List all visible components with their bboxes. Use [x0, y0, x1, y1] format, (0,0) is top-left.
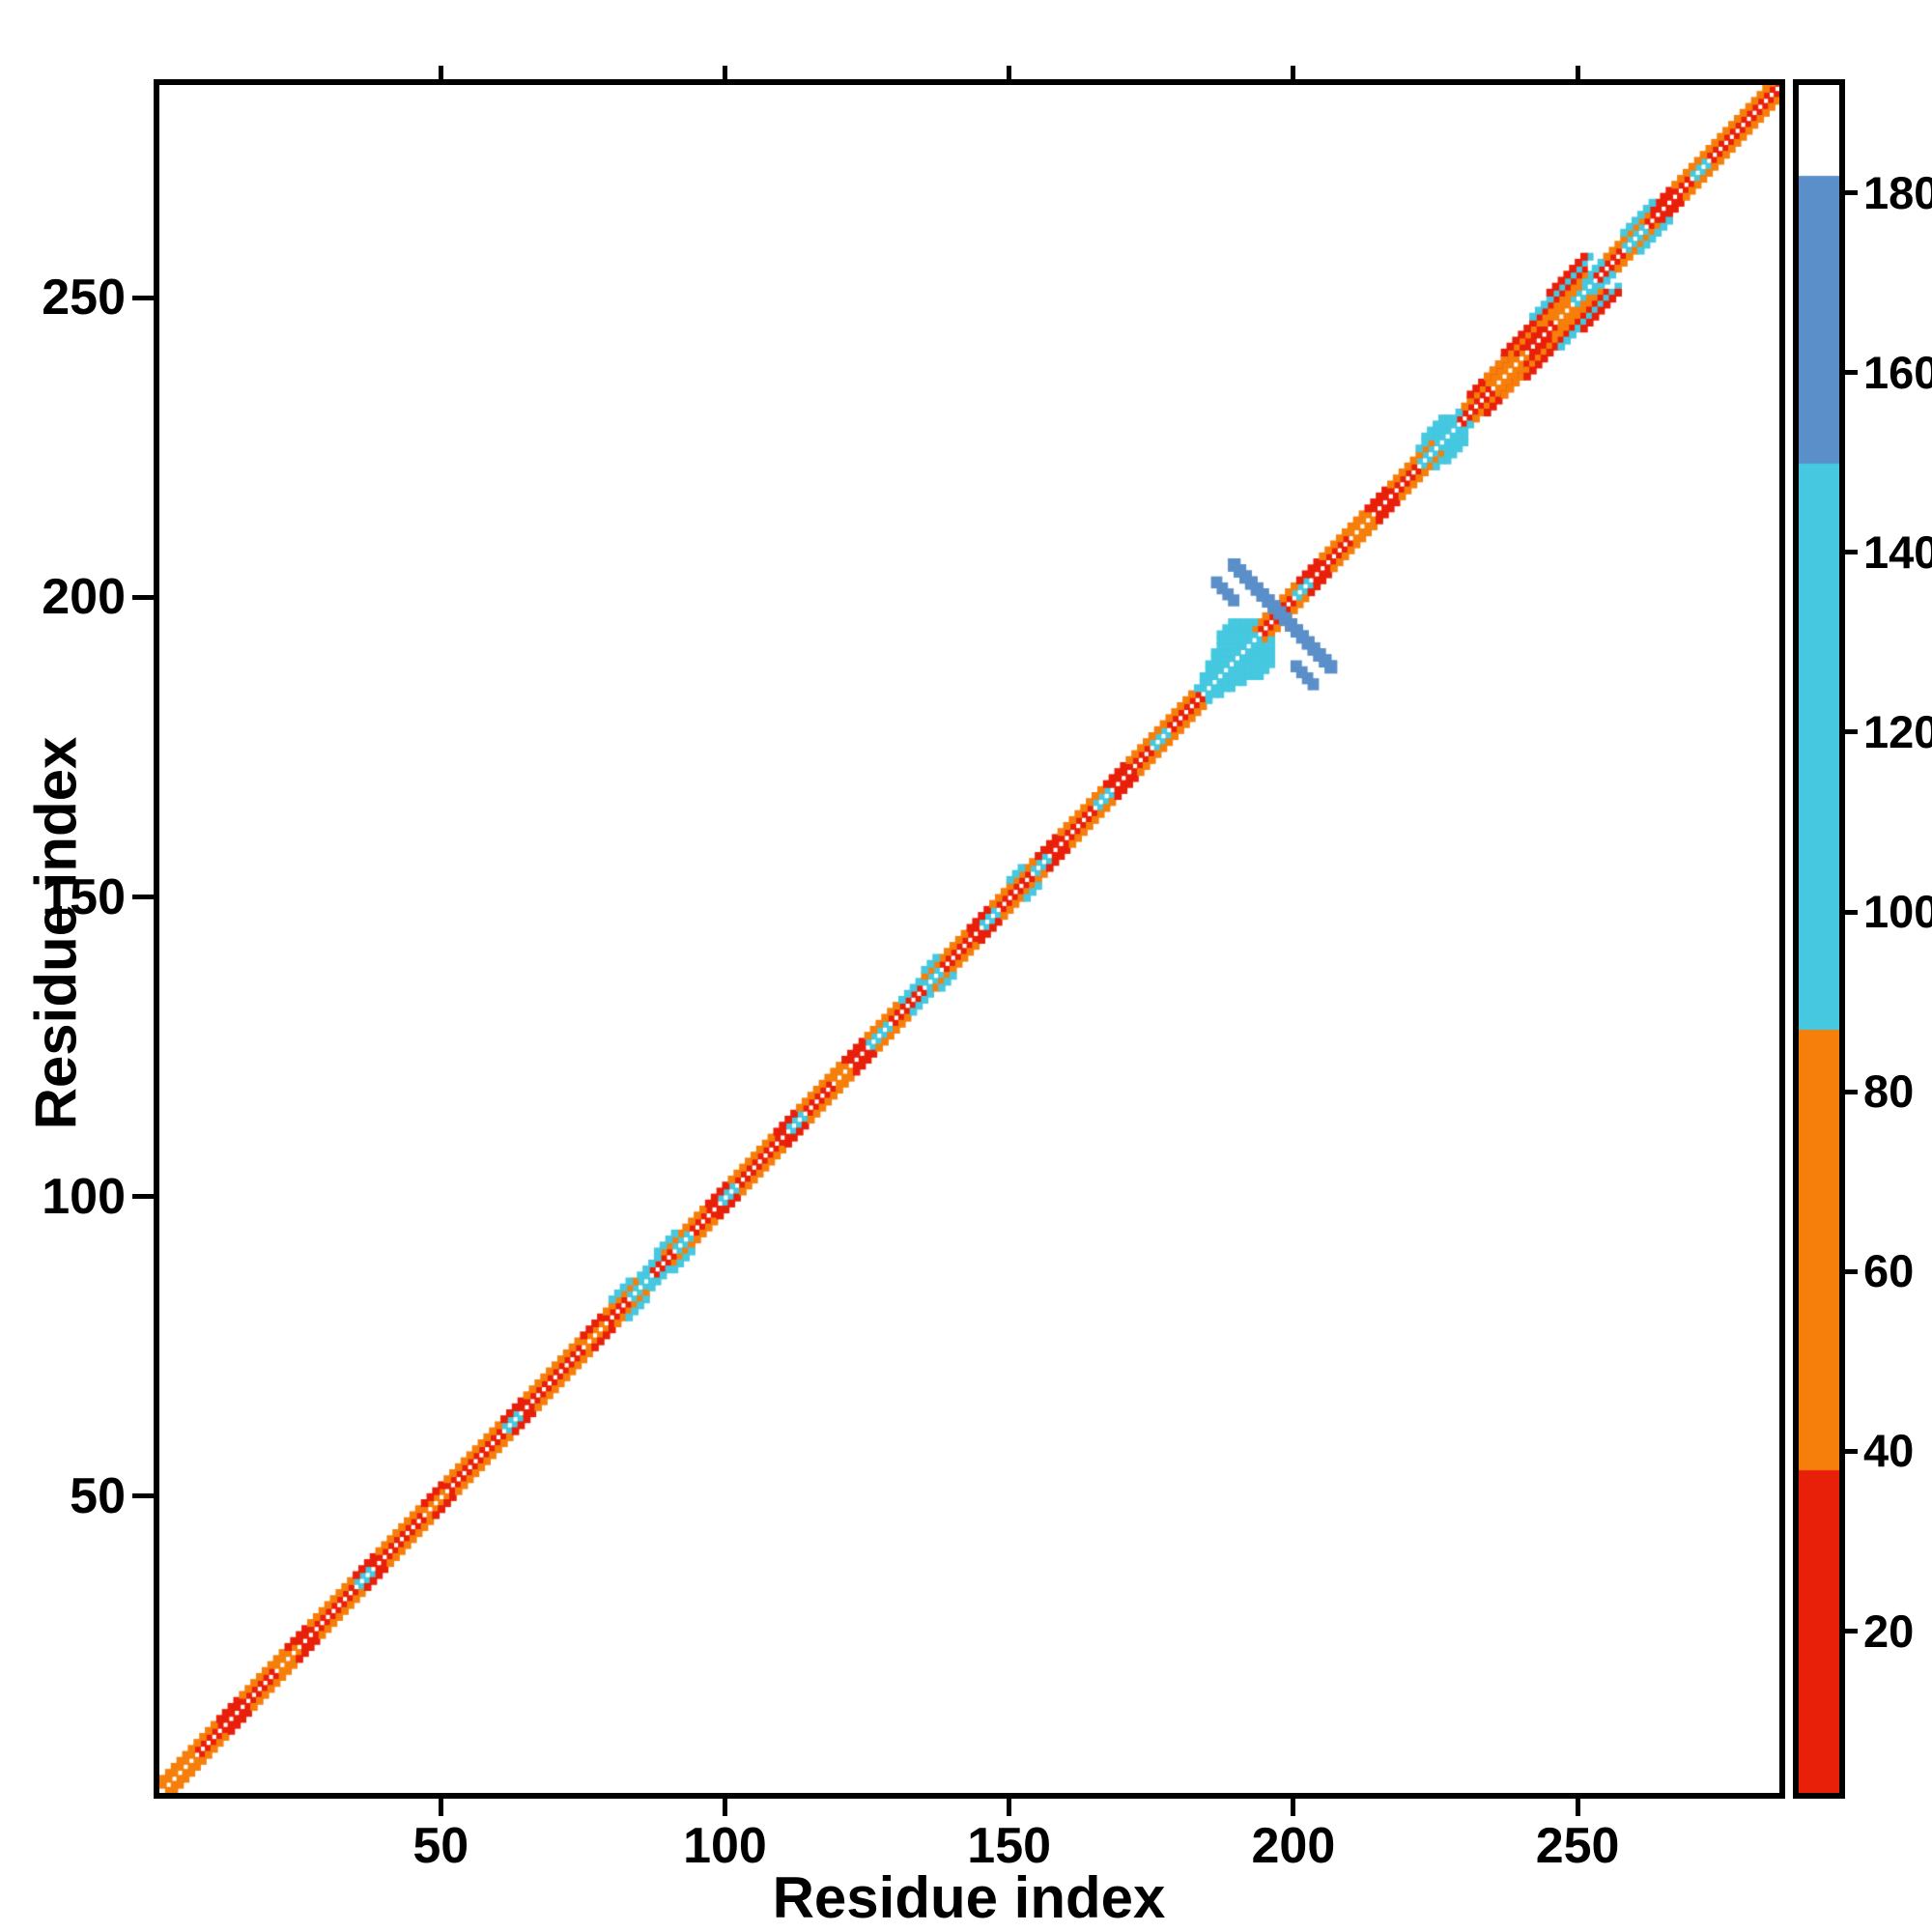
colorbar-tick — [1845, 550, 1858, 555]
colorbar-tick — [1845, 190, 1858, 196]
y-tick-label: 200 — [42, 569, 126, 626]
y-tick-label: 150 — [42, 868, 126, 925]
colorbar-tick — [1845, 1268, 1858, 1274]
x-axis-label: Residue index — [772, 1865, 1166, 1930]
x-tick — [1291, 1799, 1296, 1816]
x-tick-top — [722, 66, 727, 79]
y-tick — [132, 1493, 154, 1499]
colorbar-tick-label: 180 — [1863, 166, 1932, 218]
colorbar-canvas — [1799, 85, 1839, 1793]
x-tick — [1007, 1799, 1012, 1816]
y-tick-label: 50 — [70, 1467, 126, 1524]
x-tick-top — [1291, 66, 1296, 79]
x-tick-label: 200 — [1251, 1818, 1336, 1874]
colorbar-tick — [1845, 1089, 1858, 1094]
y-tick — [132, 594, 154, 600]
colorbar-tick — [1845, 370, 1858, 376]
colorbar-tick-label: 80 — [1863, 1065, 1915, 1118]
colorbar-tick-label: 20 — [1863, 1605, 1915, 1657]
y-tick — [132, 295, 154, 300]
y-tick — [132, 1194, 154, 1200]
colorbar-tick-label: 60 — [1863, 1245, 1915, 1297]
colorbar-tick-label: 100 — [1863, 886, 1932, 938]
x-tick-top — [1575, 66, 1580, 79]
colorbar-tick — [1845, 729, 1858, 735]
x-tick — [438, 1799, 443, 1816]
x-tick-top — [1007, 66, 1012, 79]
colorbar-tick — [1845, 1448, 1858, 1454]
x-tick-label: 250 — [1535, 1818, 1620, 1874]
y-axis-label: Residue index — [23, 736, 89, 1130]
x-tick — [1575, 1799, 1580, 1816]
y-tick-label: 250 — [42, 270, 126, 327]
colorbar-tick — [1845, 909, 1858, 915]
colorbar-tick — [1845, 1629, 1858, 1634]
y-tick-label: 100 — [42, 1168, 126, 1225]
colorbar-tick-label: 160 — [1863, 346, 1932, 398]
x-tick-label: 100 — [683, 1818, 767, 1874]
colorbar-frame — [1793, 79, 1845, 1799]
x-tick-label: 150 — [967, 1818, 1052, 1874]
x-tick-top — [438, 66, 443, 79]
contact-map-canvas — [159, 85, 1779, 1793]
x-tick — [722, 1799, 727, 1816]
x-tick-label: 50 — [412, 1818, 469, 1874]
colorbar-tick-label: 120 — [1863, 705, 1932, 757]
colorbar-tick-label: 140 — [1863, 526, 1932, 578]
y-tick — [132, 895, 154, 900]
colorbar-tick-label: 40 — [1863, 1425, 1915, 1477]
plot-area — [154, 79, 1785, 1799]
